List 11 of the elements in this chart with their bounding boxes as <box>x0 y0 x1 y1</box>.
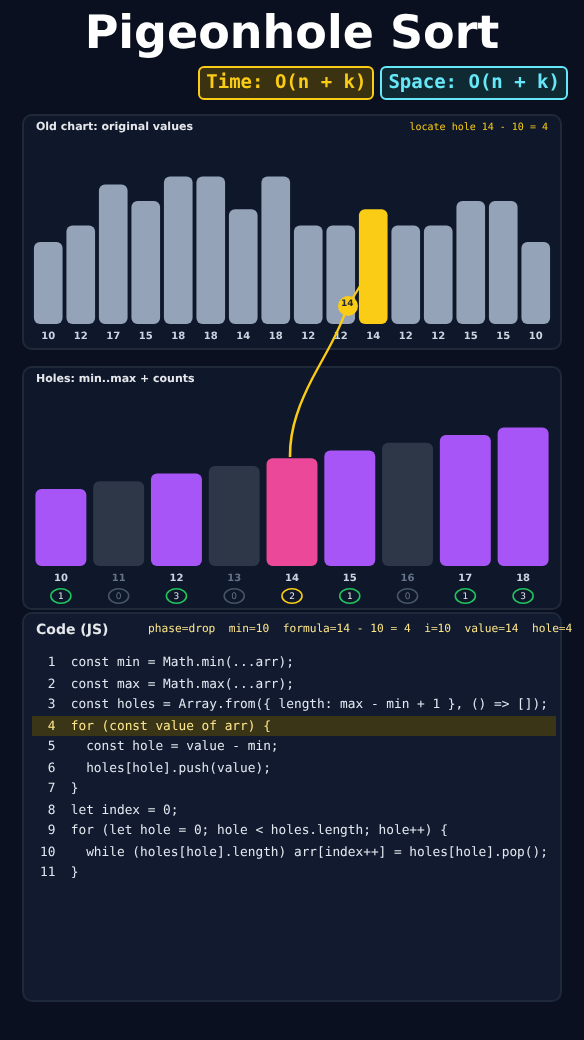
bar <box>208 465 260 566</box>
bar <box>391 225 421 324</box>
chart-title: Pigeonhole Sort <box>82 8 502 60</box>
bar <box>497 427 549 566</box>
text: Space: O(n + k) <box>380 66 568 100</box>
bar <box>93 481 145 566</box>
bar <box>382 442 434 566</box>
text: Time: O(n + k) <box>198 66 375 100</box>
bar <box>35 489 87 566</box>
bar <box>150 473 202 566</box>
bar <box>439 435 491 566</box>
